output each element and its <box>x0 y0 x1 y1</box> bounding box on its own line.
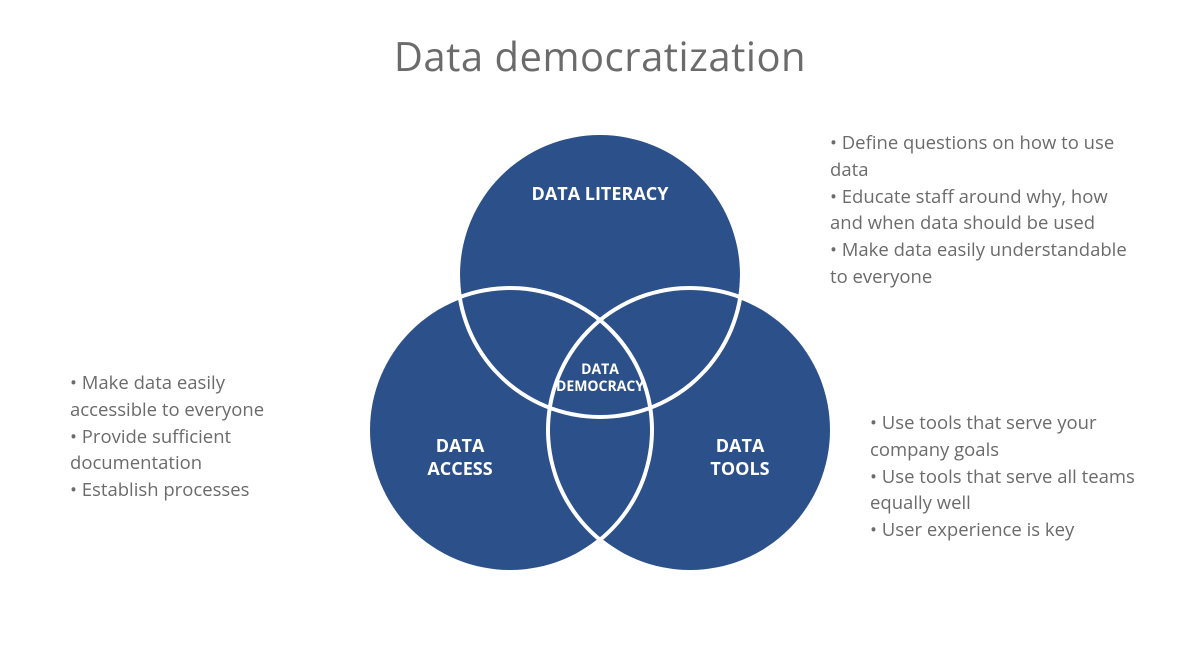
label-center: DATADEMOCRACY <box>530 362 670 396</box>
page-title: Data democratization <box>0 28 1200 83</box>
bullet-item: • Make data easily accessible to everyon… <box>70 370 315 424</box>
label-literacy: DATA LITERACY <box>510 183 690 206</box>
label-tools: DATATOOLS <box>680 435 800 480</box>
bullet-item: • Establish processes <box>70 477 315 504</box>
slide: Data democratization DATA LITERACY DATAA… <box>0 0 1200 667</box>
bullet-item: • Educate staff around why, how and when… <box>830 184 1140 238</box>
bullet-item: • Define questions on how to use data <box>830 130 1140 184</box>
bullet-item: • Use tools that serve all teams equally… <box>870 464 1140 518</box>
bullet-item: • Provide sufficient documentation <box>70 424 315 478</box>
bullets-literacy: • Define questions on how to use data• E… <box>830 130 1140 291</box>
bullets-access: • Make data easily accessible to everyon… <box>70 370 315 504</box>
bullet-item: • Use tools that serve your company goal… <box>870 410 1140 464</box>
bullet-item: • User experience is key <box>870 517 1140 544</box>
bullets-tools: • Use tools that serve your company goal… <box>870 410 1140 544</box>
bullet-item: • Make data easily understandable to eve… <box>830 237 1140 291</box>
label-access: DATAACCESS <box>400 435 520 480</box>
